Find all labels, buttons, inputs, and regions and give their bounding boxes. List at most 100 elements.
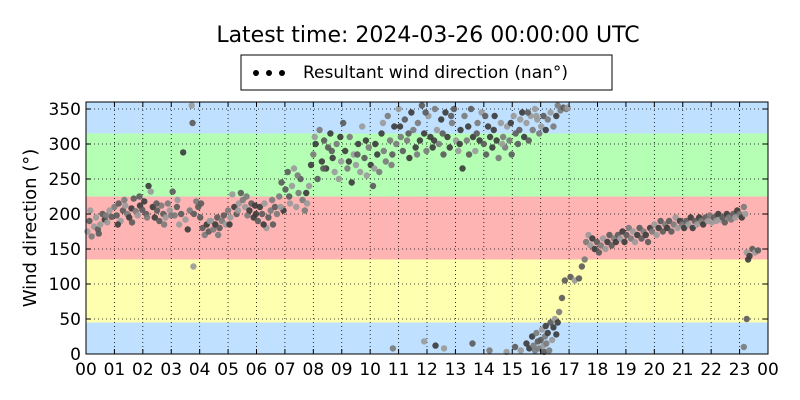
data-point bbox=[531, 105, 539, 113]
data-point bbox=[352, 161, 360, 169]
data-point bbox=[553, 331, 560, 338]
data-point bbox=[331, 168, 338, 176]
data-point bbox=[625, 224, 632, 232]
data-point bbox=[414, 119, 422, 127]
data-point bbox=[335, 175, 343, 183]
y-tick-label: 200 bbox=[49, 205, 81, 225]
data-point bbox=[674, 224, 681, 232]
data-point bbox=[644, 238, 652, 246]
data-point bbox=[554, 102, 561, 109]
data-point bbox=[410, 126, 417, 134]
data-point bbox=[244, 212, 251, 219]
x-axis-ticks: 00 01 02 03 04 05 06 07 08 09 10 11 12 13 14 15 16 17 18 19… bbox=[75, 102, 779, 380]
data-point bbox=[497, 119, 505, 127]
data-point bbox=[629, 228, 637, 235]
data-point bbox=[469, 340, 476, 347]
data-point bbox=[162, 214, 169, 221]
data-point bbox=[130, 195, 137, 202]
data-point bbox=[700, 221, 707, 228]
data-point bbox=[102, 212, 110, 219]
data-point bbox=[547, 319, 554, 326]
data-point bbox=[122, 202, 129, 209]
x-tick-label: 18 bbox=[587, 360, 609, 380]
data-point bbox=[143, 214, 151, 221]
data-point bbox=[689, 224, 696, 232]
data-point bbox=[84, 228, 91, 235]
data-point bbox=[631, 238, 639, 246]
data-point bbox=[256, 203, 264, 211]
data-point bbox=[740, 203, 748, 211]
data-point bbox=[189, 119, 196, 127]
data-point bbox=[542, 126, 549, 134]
data-point bbox=[472, 147, 479, 155]
data-point bbox=[371, 165, 378, 172]
data-point bbox=[301, 207, 309, 214]
data-point bbox=[516, 126, 523, 134]
data-point bbox=[653, 231, 660, 239]
x-tick-label: 22 bbox=[700, 360, 722, 380]
data-point bbox=[617, 235, 624, 242]
y-tick-label: 50 bbox=[59, 310, 81, 330]
data-point bbox=[190, 210, 198, 218]
data-point bbox=[307, 161, 315, 169]
data-point bbox=[312, 140, 319, 148]
x-tick-label: 12 bbox=[416, 360, 438, 380]
data-point bbox=[113, 212, 120, 219]
data-point bbox=[550, 324, 557, 331]
data-point bbox=[345, 158, 353, 165]
data-point bbox=[227, 214, 234, 221]
legend: Resultant wind direction (nan°) bbox=[240, 54, 613, 91]
data-point bbox=[401, 116, 409, 123]
data-point bbox=[482, 112, 489, 120]
data-point bbox=[333, 140, 340, 148]
data-point bbox=[355, 140, 362, 148]
data-point bbox=[740, 343, 748, 351]
data-point bbox=[310, 151, 317, 158]
data-point bbox=[685, 221, 692, 228]
data-point bbox=[166, 207, 174, 214]
data-point bbox=[597, 242, 605, 249]
data-point bbox=[403, 137, 411, 144]
x-tick-label: 16 bbox=[530, 360, 552, 380]
data-point bbox=[543, 340, 550, 347]
data-point bbox=[602, 245, 609, 253]
data-point bbox=[418, 102, 426, 109]
x-tick-label: 15 bbox=[501, 360, 523, 380]
data-point bbox=[311, 133, 318, 141]
data-point bbox=[260, 221, 267, 228]
data-point bbox=[346, 133, 353, 141]
data-point bbox=[285, 193, 293, 200]
data-point bbox=[530, 342, 537, 349]
data-point bbox=[467, 105, 475, 113]
data-point bbox=[746, 252, 753, 260]
data-point bbox=[604, 238, 611, 246]
data-point bbox=[529, 126, 536, 134]
data-point bbox=[499, 140, 506, 148]
data-point bbox=[412, 144, 419, 151]
x-tick-label: 11 bbox=[388, 360, 410, 380]
data-point bbox=[384, 112, 391, 120]
data-point bbox=[97, 221, 104, 228]
data-point bbox=[273, 210, 281, 218]
data-point bbox=[663, 224, 671, 232]
data-point bbox=[139, 206, 146, 213]
data-point bbox=[168, 212, 175, 219]
data-point bbox=[442, 109, 449, 116]
data-point bbox=[431, 105, 439, 113]
data-point bbox=[184, 226, 191, 233]
data-point bbox=[506, 137, 513, 144]
data-point bbox=[642, 231, 650, 239]
data-point bbox=[243, 193, 250, 200]
data-point bbox=[372, 140, 379, 148]
data-point bbox=[197, 214, 204, 221]
data-point bbox=[558, 294, 566, 302]
y-tick-label: 0 bbox=[70, 345, 81, 365]
data-point bbox=[555, 308, 563, 316]
data-point bbox=[621, 238, 628, 246]
data-point bbox=[587, 242, 594, 249]
data-point bbox=[86, 217, 93, 225]
data-point bbox=[420, 338, 428, 345]
data-point bbox=[295, 189, 302, 197]
data-point bbox=[523, 119, 530, 127]
data-point bbox=[544, 329, 551, 337]
